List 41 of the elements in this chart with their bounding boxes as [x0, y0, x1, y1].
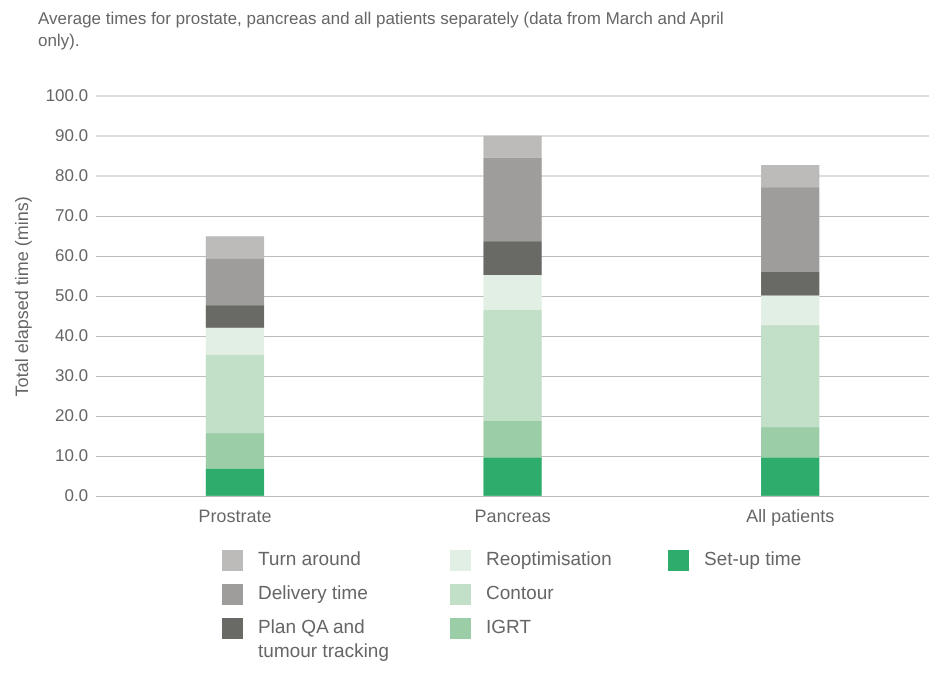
legend-label: Reoptimisation: [486, 548, 613, 572]
y-tick-label: 70.0: [55, 206, 88, 225]
legend-label: IGRT: [486, 616, 532, 640]
y-tick-label: 90.0: [55, 126, 88, 145]
x-tick-label: Pancreas: [474, 506, 551, 526]
y-tick-label: 10.0: [55, 446, 88, 466]
bar: [206, 433, 264, 469]
legend-label: Plan QA and tumour tracking: [258, 616, 390, 664]
bar: [206, 258, 264, 306]
bar: [483, 241, 542, 276]
bar: [206, 328, 264, 355]
bar: [761, 272, 820, 296]
legend-label: Contour: [486, 582, 555, 606]
bar: [483, 275, 542, 310]
y-tick-label: 20.0: [55, 406, 88, 426]
bar: [206, 354, 264, 434]
y-tick-label: 0.0: [64, 486, 88, 506]
chart-title: Average times for prostate, pancreas and all patients separately (data from March and April only).: [38, 8, 725, 52]
bar: [761, 187, 820, 272]
x-tick-label: All patients: [746, 506, 834, 526]
bar: [483, 158, 542, 242]
bar: [761, 296, 820, 326]
y-tick-label: 40.0: [55, 326, 88, 346]
bar: [761, 458, 820, 496]
x-tick-label: Prostrate: [198, 506, 272, 526]
legend-label: Delivery time: [258, 582, 369, 606]
bar: [483, 458, 542, 496]
y-tick-label: 60.0: [55, 246, 88, 265]
legend-label: Turn around: [258, 548, 362, 572]
y-tick-label: 30.0: [55, 366, 88, 386]
bar: [761, 325, 820, 428]
y-tick-label: 50.0: [55, 286, 88, 305]
legend-label: Set-up time: [704, 548, 802, 572]
bar: [761, 427, 820, 458]
y-tick-label: 80.0: [55, 166, 88, 185]
y-axis-title: Total elapsed time (mins): [12, 196, 32, 396]
bar: [206, 306, 264, 328]
bar: [206, 468, 264, 496]
bar: [483, 420, 542, 458]
bar: [483, 310, 542, 421]
y-tick-label: 100.0: [46, 86, 88, 105]
